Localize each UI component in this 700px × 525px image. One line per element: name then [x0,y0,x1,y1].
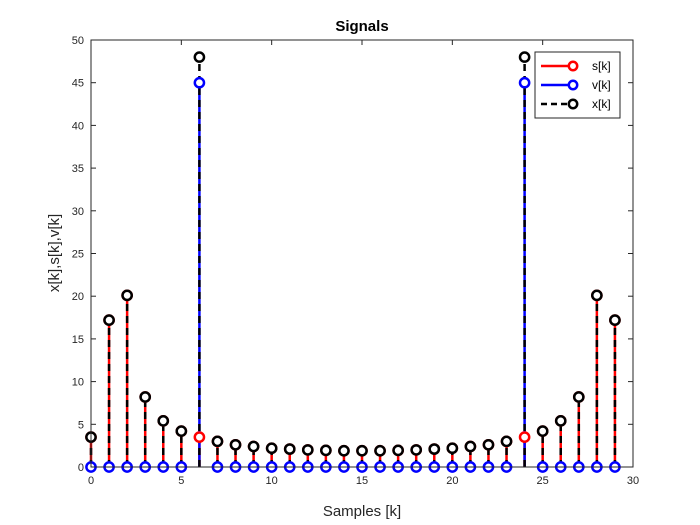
y-tick-label: 30 [72,206,84,218]
legend-label-s-k: s[k] [592,59,611,73]
marker-x-k [175,425,188,437]
y-axis-title: x[k],s[k],v[k] [46,214,63,292]
marker-x-k [536,425,549,437]
y-tick-label: 15 [72,334,84,346]
marker-x-k [518,51,531,63]
y-tick-label: 40 [72,120,84,132]
marker-x-k [301,444,314,456]
legend-marker-x-k [567,98,579,110]
y-tick-label: 25 [72,249,84,261]
marker-x-k [446,442,459,455]
marker-s-k [193,431,206,443]
marker-x-k [283,443,296,455]
marker-x-k [211,435,224,448]
marker-x-k [428,443,441,455]
marker-x-k [482,438,495,451]
marker-v-k [193,76,206,89]
marker-x-k [392,444,404,457]
y-tick-label: 0 [78,462,84,474]
marker-x-k [121,289,133,302]
marker-x-k [247,440,260,453]
plot-frame [90,39,634,468]
x-tick-label: 20 [446,475,458,487]
marker-x-k [591,289,603,302]
x-tick-label: 15 [356,475,368,487]
marker-x-k [554,415,567,427]
marker-v-k [518,76,531,89]
marker-x-k [500,435,513,448]
marker-x-k [464,440,477,453]
marker-x-k [265,442,278,455]
marker-x-k [338,444,350,457]
y-tick-label: 35 [72,163,84,175]
legend-marker-v-k [567,79,579,91]
marker-s-k [518,431,531,443]
marker-x-k [229,438,242,451]
x-tick-label: 30 [627,475,639,487]
marker-x-k [410,444,423,456]
x-axis-title: Samples [k] [323,503,401,520]
y-tick-label: 45 [72,78,84,90]
marker-x-k [193,51,206,63]
y-tick-label: 10 [72,377,84,389]
x-tick-label: 5 [178,475,184,487]
marker-x-k [139,391,152,403]
x-tick-label: 10 [266,475,278,487]
marker-x-k [572,391,585,403]
legend-marker-s-k [567,60,579,72]
marker-x-k [320,444,332,457]
legend-label-v-k: v[k] [592,78,611,92]
marker-x-k [609,314,621,326]
marker-x-k [374,444,386,457]
legend: s[k] v[k] x[k] [534,51,621,119]
legend-label-x-k: x[k] [592,97,611,111]
chart-title: Signals [335,18,388,35]
y-tick-label: 20 [72,291,84,303]
x-tick-label: 0 [88,475,94,487]
marker-x-k [157,415,170,427]
y-tick-label: 50 [72,35,84,47]
y-tick-label: 5 [78,419,84,431]
marker-x-k [103,314,115,326]
marker-x-k [356,444,368,457]
x-tick-label: 25 [537,475,549,487]
